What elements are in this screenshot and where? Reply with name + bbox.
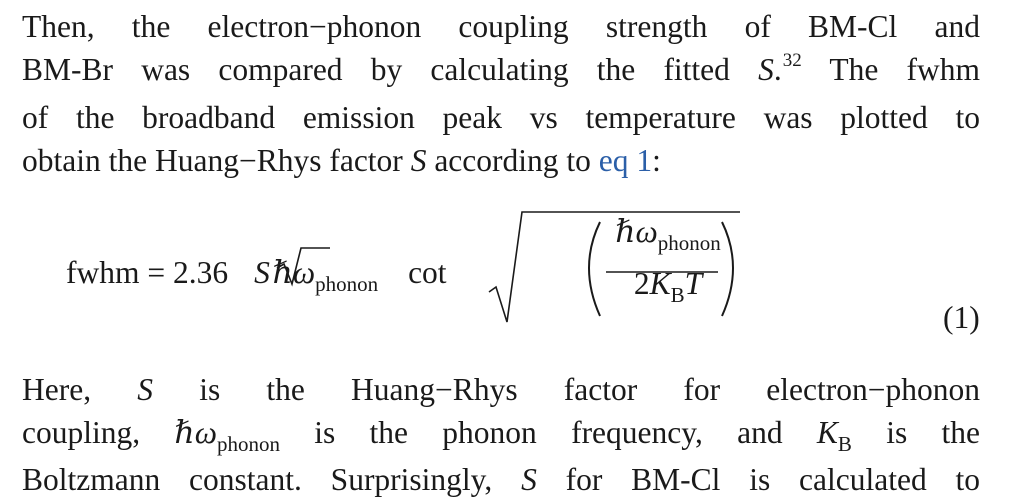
fraction-denominator: 2KBT [593, 266, 743, 307]
equation-1: fwhm = 2.36 S ℏωphonon cot ℏωphonon 2KBT (… [22, 200, 1002, 350]
equation-radicals-and-parens [276, 211, 740, 323]
fraction: ℏωphonon 2KBT [593, 214, 743, 307]
hbar-omega: ℏω [174, 415, 217, 450]
right-paren [721, 221, 734, 317]
text-run: according to [426, 143, 599, 178]
text-line-6: coupling, ℏωphonon is the phonon frequen… [22, 411, 980, 458]
coefficient: 2.36 [173, 255, 229, 290]
text-line-5: Here, S is the Huang−Rhys factor for ele… [22, 368, 980, 411]
text-run: of the broadband emission peak vs temper… [22, 100, 980, 135]
text-line-1: Then, the electron−phonon coupling stren… [22, 5, 980, 48]
fraction-numerator: ℏωphonon [593, 214, 743, 258]
temperature-t: T [684, 266, 703, 301]
hbar-omega: ℏω [272, 255, 316, 290]
variable-s: S [758, 52, 774, 87]
paragraph-explanation: Here, S is the Huang−Rhys factor for ele… [22, 368, 980, 501]
text-line-4: obtain the Huang−Rhys factor S according… [22, 139, 980, 182]
large-sqrt-sign [488, 211, 740, 323]
text-run: is the phonon frequency, and [279, 415, 817, 450]
equation-left-side: fwhm = 2.36 S ℏωphonon cot [66, 255, 447, 296]
cot-function: cot [408, 255, 447, 290]
text-run: obtain the Huang−Rhys factor [22, 143, 411, 178]
citation-reference[interactable]: 32 [782, 50, 802, 71]
left-paren [588, 221, 601, 317]
variable-s: S [521, 462, 537, 497]
text-run: Then, the electron−phonon coupling stren… [22, 9, 980, 44]
text-run: coupling, [22, 415, 175, 450]
text-run: for BM-Cl is calculated to [536, 462, 980, 497]
text-run: . [773, 52, 782, 87]
text-run: Here, [22, 372, 138, 407]
text-run: The fwhm [801, 52, 980, 87]
boltzmann-k: K [816, 415, 838, 450]
text-run: Boltzmann constant. Surprisingly, [22, 462, 522, 497]
equation-number: (1) [943, 300, 980, 335]
phonon-subscript: phonon [315, 272, 379, 296]
text-run: is the Huang−Rhys factor for electron−ph… [153, 372, 980, 407]
small-sqrt-sign [276, 247, 330, 287]
variable-s: S [410, 143, 427, 178]
text-line-7: Boltzmann constant. Surprisingly, S for … [22, 458, 980, 501]
text-line-3: of the broadband emission peak vs temper… [22, 96, 980, 139]
paragraph-intro: Then, the electron−phonon coupling stren… [22, 5, 980, 182]
equals-sign: = [147, 255, 166, 290]
b-subscript: B [837, 432, 852, 456]
text-run: BM-Br was compared by calculating the fi… [22, 52, 759, 87]
variable-s: S [254, 255, 270, 290]
text-line-2: BM-Br was compared by calculating the fi… [22, 48, 980, 96]
boltzmann-k: K [649, 266, 671, 301]
text-run: is the [851, 415, 980, 450]
fwhm-term: fwhm [66, 255, 140, 290]
phonon-subscript: phonon [657, 231, 721, 255]
phonon-subscript: phonon [216, 432, 280, 456]
variable-s: S [137, 372, 154, 407]
text-run: : [652, 143, 661, 178]
b-subscript: B [670, 283, 685, 307]
denominator-two: 2 [633, 266, 650, 301]
hbar-omega: ℏω [615, 214, 658, 249]
equation-link[interactable]: eq 1 [598, 143, 653, 178]
